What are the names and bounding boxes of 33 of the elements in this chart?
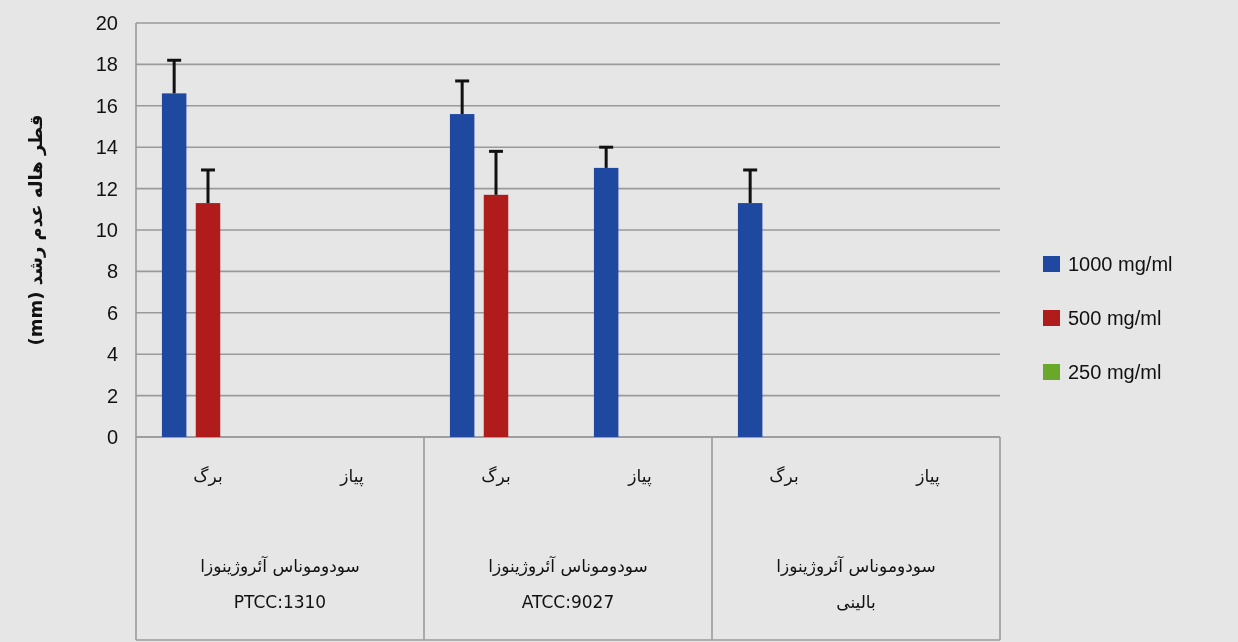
bar [161, 93, 187, 437]
bar [737, 203, 763, 437]
legend-label: 250 mg/ml [1068, 361, 1162, 383]
x-tick-label: پیاز [339, 466, 364, 487]
x-tick-label: برگ [193, 466, 223, 486]
text: سودوموناس آئروژینوزا [488, 555, 648, 576]
text: ATCC:9027 [521, 592, 615, 612]
x-tick-label: برگ [481, 466, 511, 486]
y-tick-label: 8 [106, 260, 118, 283]
y-tick-label: 4 [106, 343, 118, 366]
x-tick-label: پیاز [915, 466, 940, 487]
text: سودوموناس آئروژینوزا [776, 555, 936, 576]
bar [593, 167, 619, 437]
text: PTCC:1310 [233, 592, 327, 612]
x-tick-label: پیاز [627, 466, 652, 487]
x-tick-label: برگ [769, 466, 799, 486]
bar [195, 203, 221, 437]
legend-label: 500 mg/ml [1068, 307, 1162, 329]
legend-label: 1000 mg/ml [1068, 253, 1173, 275]
y-tick-label: 20 [95, 12, 118, 34]
y-tick-label: 6 [106, 301, 118, 324]
bar [483, 194, 509, 437]
y-tick-label: 12 [95, 177, 118, 200]
y-tick-label: 2 [106, 384, 118, 407]
y-tick-label: 10 [95, 219, 118, 241]
bar [449, 114, 475, 437]
y-axis-title: قطر هاله عدم رشد (mm) [25, 114, 47, 346]
y-tick-label: 16 [95, 94, 118, 117]
y-tick-label: 0 [106, 426, 118, 448]
text: سودوموناس آئروژینوزا [200, 555, 360, 576]
y-tick-label: 18 [95, 53, 118, 76]
y-tick-label: 14 [95, 136, 118, 159]
text: بالینی [836, 592, 876, 612]
